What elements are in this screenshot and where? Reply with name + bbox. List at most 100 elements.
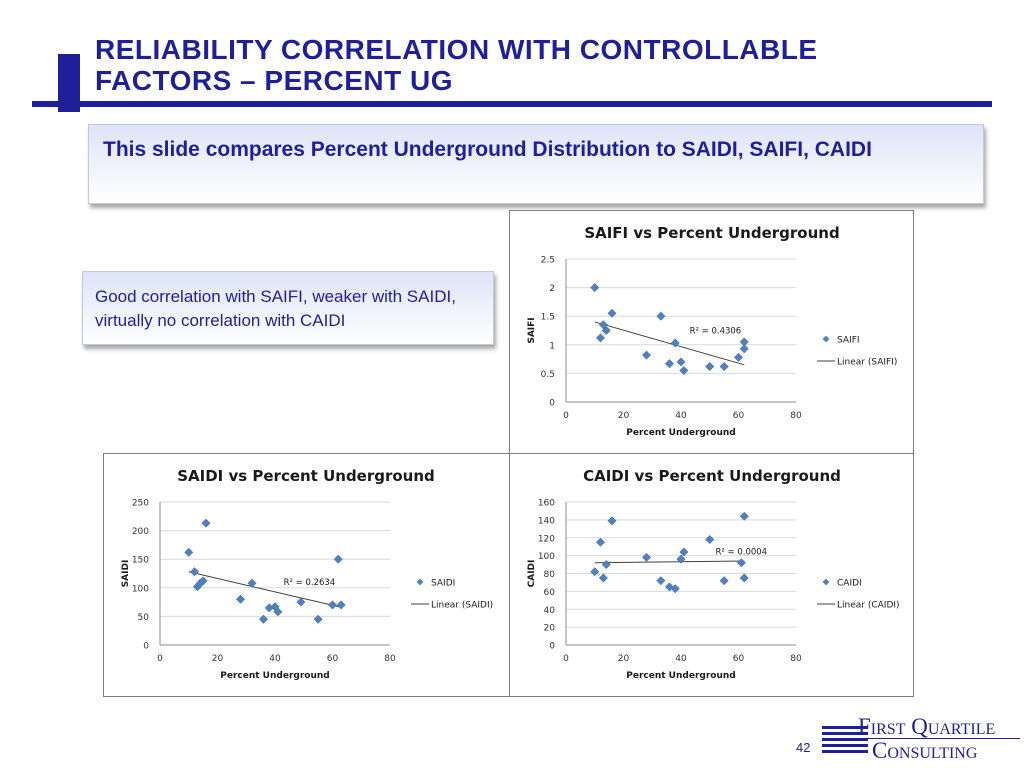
caidi-y-tick-label: 100 [538, 552, 555, 562]
caidi-chart-title: CAIDI vs Percent Underground [583, 467, 841, 485]
saifi-y-tick-label: 0.5 [541, 370, 555, 380]
saifi-x-tick-label: 0 [563, 411, 569, 421]
saidi-data-point [333, 554, 343, 564]
slide-title-line2: Factors – Percent UG [95, 65, 453, 96]
saidi-x-tick-label: 20 [212, 654, 224, 664]
saidi-y-tick-label: 200 [132, 527, 149, 537]
slide-number: 42 [796, 740, 811, 755]
caidi-x-tick-label: 40 [675, 654, 687, 664]
saifi-data-point [705, 361, 715, 372]
saifi-legend-label: SAIFI [837, 336, 860, 346]
saifi-chart-svg: SAIFI vs Percent Underground 0 0.5 1 1.5 2 2.5… [527, 224, 897, 438]
saidi-data-point [247, 578, 257, 588]
saifi-y-axis-title: SAIFI [527, 317, 537, 343]
caidi-legend-marker [822, 578, 830, 586]
title-accent-bar [58, 54, 80, 112]
title-underline [32, 101, 992, 107]
caidi-data-point [590, 567, 600, 577]
saifi-data-point [641, 350, 652, 360]
saifi-data-point [670, 338, 680, 348]
saifi-trendline [594, 321, 745, 366]
saifi-x-tick-label: 40 [675, 411, 687, 421]
caidi-data-point [705, 534, 715, 545]
saidi-x-tick-label: 0 [157, 654, 163, 664]
saidi-data-point [235, 594, 246, 604]
note-text: Good correlation with SAIFI, weaker with… [95, 287, 456, 330]
caidi-data-point [679, 547, 689, 557]
caidi-y-axis-title: CAIDI [527, 560, 537, 588]
saifi-data-point [590, 283, 600, 293]
caidi-data-point [595, 537, 606, 547]
caidi-data-point [607, 516, 617, 526]
saidi-chart-svg: SAIDI vs Percent Underground050100150200… [121, 467, 493, 681]
logo-lines-icon [822, 726, 868, 754]
caidi-x-tick-label: 20 [618, 654, 630, 664]
caidi-data-point [598, 573, 608, 583]
caidi-x-tick-label: 0 [563, 654, 569, 664]
caidi-y-tick-label: 120 [538, 534, 555, 544]
saidi-data-point [258, 614, 269, 624]
saidi-data-point [198, 576, 208, 586]
caidi-data-point [739, 573, 749, 583]
saidi-x-tick-label: 80 [384, 654, 396, 664]
summary-text: This slide compares Percent Underground … [103, 138, 872, 161]
saifi-legend-marker [822, 335, 830, 343]
saifi-data-point [676, 357, 686, 367]
caidi-legend-label: CAIDI [837, 579, 862, 589]
saifi-data-point [607, 308, 617, 318]
caidi-data-point [676, 554, 686, 564]
saifi-chart-title: SAIFI vs Percent Underground [584, 224, 839, 242]
caidi-r-squared-label: R² = 0.0004 [716, 548, 768, 558]
caidi-data-point [739, 511, 749, 521]
saifi-x-axis-title: Percent Underground [626, 428, 735, 438]
caidi-y-tick-label: 160 [538, 499, 555, 509]
saidi-y-tick-label: 100 [132, 584, 149, 594]
slide-title: Reliability Correlation with Controllabl… [95, 34, 995, 96]
caidi-y-tick-label: 80 [544, 570, 556, 580]
caidi-data-point [601, 560, 611, 570]
caidi-x-axis-title: Percent Underground [626, 671, 735, 681]
saifi-data-point [601, 325, 611, 336]
saifi-data-point [679, 365, 689, 376]
saidi-x-tick-label: 60 [327, 654, 339, 664]
saidi-legend-trend-label: Linear (SAIDI) [431, 601, 493, 611]
caidi-y-tick-label: 40 [544, 606, 556, 616]
caidi-data-point [670, 584, 680, 594]
saidi-y-tick-label: 0 [143, 642, 149, 652]
saidi-legend-label: SAIDI [431, 579, 455, 589]
saifi-y-tick-label: 1 [549, 341, 555, 351]
saidi-y-tick-label: 150 [132, 556, 149, 566]
slide-title-line1: Reliability Correlation with Controllabl… [95, 34, 818, 65]
saifi-y-tick-label: 1.5 [541, 313, 555, 323]
saidi-data-point [273, 607, 283, 617]
note-callout: Good correlation with SAIFI, weaker with… [82, 271, 494, 345]
saifi-data-point [595, 333, 606, 343]
saifi-data-point [739, 344, 749, 354]
company-logo: First Quartile Consulting [822, 714, 1022, 762]
saidi-x-tick-label: 40 [269, 654, 281, 664]
caidi-legend-trend-label: Linear (CAIDI) [837, 601, 900, 611]
logo-text-line1: First Quartile [858, 714, 996, 739]
saidi-data-point [201, 518, 211, 528]
saifi-y-tick-label: 0 [549, 399, 555, 409]
caidi-y-tick-label: 60 [544, 588, 556, 598]
caidi-y-tick-label: 140 [538, 516, 555, 526]
saifi-r-squared-label: R² = 0.4306 [690, 326, 742, 336]
saidi-data-point [327, 600, 338, 610]
caidi-chart-svg: CAIDI vs Percent Underground 0 20 40 60 80 100… [527, 467, 900, 681]
saidi-y-tick-label: 50 [138, 613, 150, 623]
saidi-y-tick-label: 250 [132, 499, 149, 509]
saifi-x-tick-label: 20 [618, 411, 630, 421]
caidi-trendline [594, 560, 745, 564]
caidi-x-tick-label: 80 [790, 654, 802, 664]
saidi-data-point [336, 600, 346, 610]
saidi-data-point [313, 614, 323, 624]
saidi-r-squared-label: R² = 0.2634 [284, 578, 336, 588]
saifi-data-point [656, 311, 666, 321]
saidi-x-axis-title: Percent Underground [220, 671, 329, 681]
saifi-x-tick-label: 60 [733, 411, 745, 421]
saidi-legend-marker [416, 578, 424, 586]
saidi-data-point [184, 547, 194, 557]
saifi-x-tick-label: 80 [790, 411, 802, 421]
caidi-data-point [719, 576, 729, 586]
